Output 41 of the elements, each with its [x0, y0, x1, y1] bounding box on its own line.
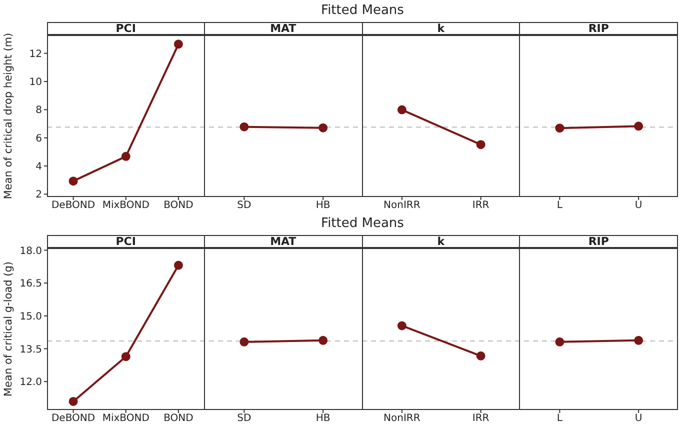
x-tick-label: MixBOND — [102, 413, 150, 424]
x-tick-label: HB — [316, 413, 330, 424]
x-tick-label: NonIRR — [384, 413, 420, 424]
x-tick-label: IRR — [472, 200, 490, 212]
x-tick-label: BOND — [164, 200, 194, 212]
annotation: k — [362, 22, 520, 35]
x-tick-label: L — [556, 200, 563, 212]
y-tick-label: 2 — [36, 190, 42, 201]
annotation: MAT — [204, 235, 362, 248]
x-tick-label: MixBOND — [102, 200, 150, 212]
y-tick-label: 12 — [29, 48, 42, 60]
x-tick-label: DeBOND — [51, 200, 96, 212]
y-axis-title: Mean of critical drop height (m) — [2, 32, 15, 200]
y-tick-label: 13.5 — [20, 344, 42, 356]
x-tick-label: L — [556, 413, 563, 424]
annotation: PCI — [47, 22, 205, 35]
y-axis-title: Mean of critical g-load (g) — [2, 262, 15, 396]
annotation: RIP — [520, 235, 678, 248]
x-tick-label: U — [634, 200, 642, 212]
x-tick-label: BOND — [164, 413, 194, 424]
x-tick-label: NonIRR — [384, 200, 420, 212]
annotation: PCI — [47, 235, 205, 248]
x-tick-label: SD — [237, 413, 252, 424]
x-tick-label: DeBOND — [51, 413, 96, 424]
y-tick-label: 6 — [36, 133, 42, 144]
y-tick-label: 12.0 — [20, 377, 42, 388]
x-tick-label: HB — [316, 200, 330, 212]
y-tick-label: 16.5 — [20, 278, 42, 290]
y-tick-label: 4 — [36, 162, 42, 173]
x-tick-label: U — [634, 413, 642, 424]
y-tick-label: 18.0 — [20, 246, 42, 257]
y-tick-label: 10 — [29, 77, 42, 88]
x-tick-label: SD — [237, 200, 252, 212]
y-tick-label: 8 — [36, 105, 42, 116]
annotation: k — [362, 235, 520, 248]
annotation: RIP — [520, 22, 678, 35]
chart-title: Fitted Means — [320, 215, 405, 233]
annotation: MAT — [204, 22, 362, 35]
x-tick-label: IRR — [472, 413, 490, 424]
chart-title: Fitted Means — [320, 2, 405, 20]
y-tick-label: 15.0 — [20, 311, 42, 322]
